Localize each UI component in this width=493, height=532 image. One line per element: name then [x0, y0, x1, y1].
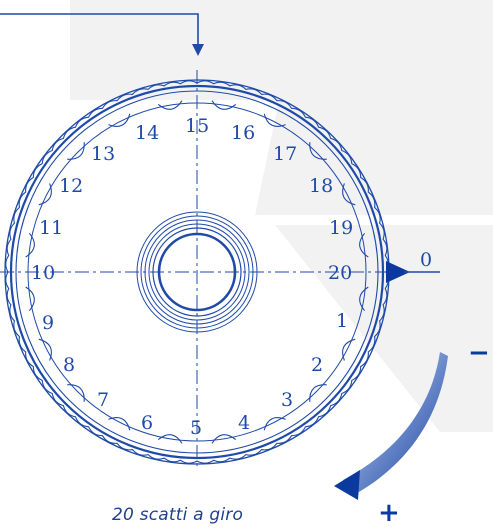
- dial-number: 2: [311, 354, 323, 376]
- rotation-arrow: [334, 352, 448, 500]
- dial-number: 19: [329, 217, 353, 239]
- detent-bumps: [25, 100, 369, 444]
- dial-number: 11: [39, 217, 63, 239]
- minus-sign: −: [468, 338, 490, 368]
- detent-bump: [25, 286, 35, 312]
- detent-bump: [263, 113, 286, 127]
- detent-bump: [342, 338, 356, 361]
- dial-number: 7: [97, 389, 109, 411]
- dial-number: 8: [63, 354, 75, 376]
- dial-scale: 1 2 3 4 5 6 7 8 9 10 11 12 13 14 15 16 1…: [31, 115, 353, 439]
- dial-number: 14: [135, 122, 159, 144]
- detent-bump: [211, 100, 237, 110]
- detent-bump: [38, 183, 52, 206]
- center-lines: [0, 70, 392, 470]
- detent-bump: [342, 183, 356, 206]
- detent-bump: [309, 142, 327, 160]
- dial-number: 17: [273, 143, 297, 165]
- detent-bump: [67, 142, 85, 160]
- dial-number: 5: [190, 417, 202, 439]
- background-panels: [70, 0, 493, 432]
- detent-bump: [108, 113, 131, 127]
- dial-number: 18: [309, 175, 333, 197]
- detent-bump: [25, 232, 35, 258]
- dial-number: 9: [42, 312, 54, 334]
- detent-bump: [309, 384, 327, 402]
- dial-number: 4: [238, 412, 250, 434]
- detent-bump: [67, 384, 85, 402]
- detent-bump: [108, 417, 131, 431]
- caption: 20 scatti a giro: [112, 505, 244, 525]
- dial-number: 13: [91, 143, 115, 165]
- dial-number: 1: [336, 310, 348, 332]
- dial-number: 3: [281, 389, 293, 411]
- detent-bump: [157, 434, 183, 444]
- dial-number: 6: [141, 412, 153, 434]
- dial-number: 16: [231, 122, 255, 144]
- input-arrow: [0, 13, 204, 56]
- dial-number: 15: [185, 115, 209, 137]
- dial-number: 12: [59, 175, 83, 197]
- pointer-label: 0: [420, 249, 432, 271]
- plus-sign: +: [378, 498, 400, 528]
- dial-number: 20: [328, 262, 352, 284]
- detent-bump: [359, 232, 369, 258]
- detent-bump: [211, 434, 237, 444]
- detent-bump: [38, 338, 52, 361]
- zero-pointer: 0: [386, 249, 440, 283]
- dial-number: 10: [31, 262, 55, 284]
- detent-bump: [263, 417, 286, 431]
- detent-bump: [359, 286, 369, 312]
- detent-bump: [157, 100, 183, 110]
